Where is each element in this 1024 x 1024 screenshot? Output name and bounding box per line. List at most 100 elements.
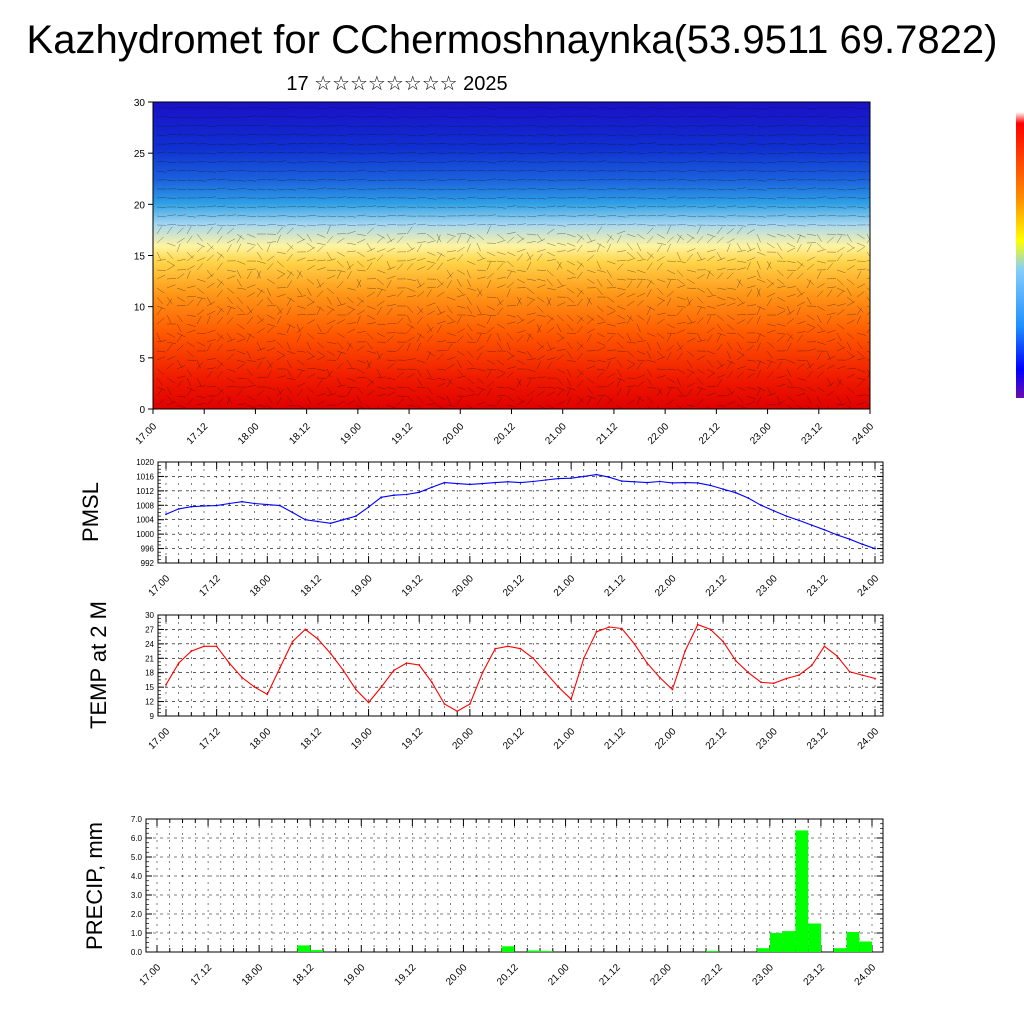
- temp-point: [228, 662, 231, 664]
- pmsl-point: [646, 481, 648, 484]
- cx-xtick-label: 23.12: [799, 421, 825, 447]
- pmsl-xtick-label: 22.00: [653, 573, 679, 599]
- pmsl-point: [557, 477, 560, 480]
- pmsl-point: [215, 504, 218, 507]
- temp-point: [456, 710, 459, 713]
- precip-ytick-label: 6.0: [131, 834, 143, 843]
- temp-xtick-label: 17.12: [197, 726, 223, 752]
- temp-point: [633, 643, 636, 645]
- pmsl-point: [595, 473, 598, 476]
- pmsl-point: [582, 475, 585, 478]
- pmsl-point: [177, 508, 180, 510]
- pmsl-ytick-label: 1020: [136, 458, 154, 467]
- pmsl-point: [469, 483, 471, 486]
- temp-point: [165, 683, 167, 686]
- cx-xtick-label: 21.12: [595, 421, 621, 447]
- precip-ytick-label: 0.0: [131, 948, 143, 957]
- pmsl-xtick-label: 23.12: [805, 573, 831, 599]
- temp-point: [772, 682, 775, 685]
- temp-xtick-label: 23.00: [754, 726, 780, 752]
- pmsl-point: [633, 480, 636, 483]
- pmsl-point: [418, 491, 421, 494]
- pmsl-point: [355, 515, 357, 517]
- temp-xtick-label: 18.00: [248, 726, 274, 752]
- cross-section-panel: 0 5 10 15 20 25 30 17.00 17.12 18.00 18.12 19.00 19…: [134, 98, 877, 447]
- precip-panel: PRECIP, mm 0.0 1.0 2.0 3.0 4.0 5.0 6.0 7.0 17.00…: [82, 815, 884, 988]
- temp-xtick-label: 22.00: [653, 726, 679, 752]
- cx-xtick-label: 20.00: [441, 421, 467, 447]
- pmsl-ytick-label: 1008: [136, 501, 154, 510]
- temp-point: [810, 664, 813, 667]
- temp-point: [481, 671, 484, 674]
- pmsl-xtick-label: 24.00: [856, 573, 882, 599]
- temp-point: [203, 645, 205, 648]
- temp-point: [684, 650, 686, 652]
- cx-ytick-label: 25: [134, 149, 146, 160]
- pmsl-point: [608, 476, 610, 479]
- pmsl-point: [785, 515, 788, 517]
- temp-point: [304, 628, 307, 631]
- pmsl-point: [266, 503, 269, 506]
- cx-xtick-label: 20.12: [492, 421, 518, 447]
- cx-xtick-label: 23.00: [748, 421, 774, 447]
- precip-ytick-label: 4.0: [131, 872, 143, 881]
- pmsl-point: [722, 488, 724, 490]
- precip-xtick-label: 24.00: [853, 962, 879, 988]
- precip-bar: [795, 830, 809, 952]
- pmsl-xtick-label: 17.00: [147, 573, 173, 599]
- precip-xtick-label: 19.12: [393, 962, 419, 988]
- pmsl-point: [861, 543, 864, 546]
- temp-ytick-label: 21: [145, 654, 154, 663]
- pmsl-point: [494, 481, 497, 484]
- pmsl-point: [329, 522, 332, 525]
- precip-bar: [706, 951, 719, 952]
- pmsl-point: [241, 500, 243, 503]
- pmsl-point: [620, 480, 623, 482]
- precip-xtick-label: 18.12: [291, 962, 317, 988]
- precip-bar: [782, 931, 796, 952]
- temp-xtick-label: 21.12: [602, 726, 628, 752]
- cx-xtick-label: 17.12: [185, 421, 211, 447]
- precip-bar: [310, 950, 323, 952]
- precip-xtick-label: 19.00: [342, 962, 368, 988]
- temp-point: [582, 657, 585, 660]
- temp-point: [836, 655, 838, 657]
- cross-section-field: [153, 102, 870, 409]
- pmsl-point: [203, 505, 205, 507]
- cx-xtick-label: 18.00: [236, 421, 262, 447]
- precip-ytick-label: 1.0: [131, 929, 143, 938]
- pmsl-point: [279, 504, 281, 507]
- temp-ytick-label: 27: [145, 625, 154, 634]
- precip-ytick-label: 3.0: [131, 891, 143, 900]
- temp-xtick-label: 19.00: [349, 726, 375, 752]
- pmsl-point: [405, 493, 408, 496]
- temp-point: [658, 676, 661, 679]
- pmsl-point: [456, 482, 459, 485]
- pmsl-xtick-label: 21.12: [602, 573, 628, 599]
- pmsl-point: [304, 518, 307, 521]
- temp-point: [798, 674, 800, 676]
- pmsl-point: [658, 480, 661, 483]
- pmsl-point: [684, 481, 686, 484]
- temp-point: [848, 670, 851, 673]
- temp-ytick-label: 15: [145, 683, 154, 692]
- temp-point: [608, 626, 610, 628]
- temp-xtick-label: 24.00: [856, 726, 882, 752]
- pmsl-point: [443, 481, 446, 484]
- precip-bar: [501, 946, 515, 952]
- temp-point: [329, 652, 332, 655]
- cx-xtick-label: 24.00: [851, 421, 877, 447]
- pmsl-point: [367, 506, 370, 508]
- temp-point: [431, 681, 433, 684]
- temp-point: [646, 662, 648, 664]
- temp-point: [418, 664, 421, 666]
- pmsl-point: [291, 511, 294, 514]
- temp-point: [266, 693, 269, 696]
- pmsl-ytick-label: 992: [141, 559, 155, 568]
- temp-point: [380, 686, 383, 688]
- temp-ytick-label: 30: [145, 611, 154, 620]
- temp-ytick-label: 18: [145, 669, 154, 678]
- temp-point: [317, 638, 319, 640]
- precip-bar: [527, 950, 541, 952]
- precip-ytick-label: 2.0: [131, 910, 143, 919]
